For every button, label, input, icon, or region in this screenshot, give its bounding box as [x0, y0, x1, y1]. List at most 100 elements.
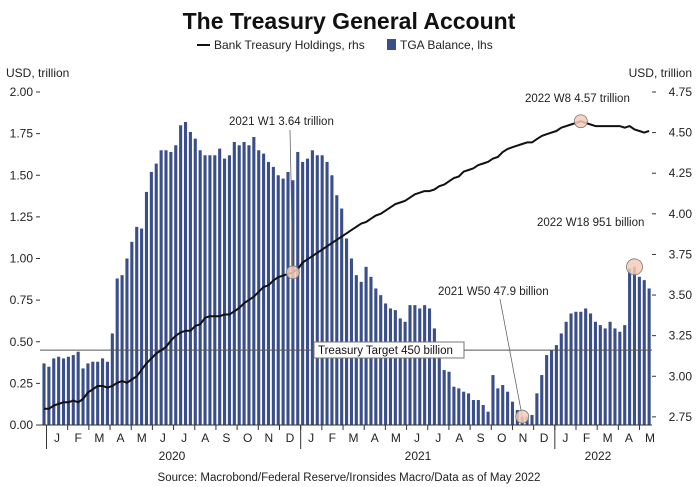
- x-month-label: J: [435, 431, 441, 445]
- left-tick-label: 0.50: [10, 335, 34, 349]
- tga-bar: [291, 180, 295, 425]
- x-month-label: D: [286, 431, 295, 445]
- tga-bar: [223, 158, 227, 425]
- tga-bar: [554, 345, 558, 425]
- x-month-label: J: [414, 431, 420, 445]
- legend-bar-swatch: [387, 39, 396, 50]
- tga-bar: [144, 191, 149, 425]
- tga-bar: [149, 171, 153, 425]
- x-month-label: M: [137, 431, 147, 445]
- tga-bar: [447, 371, 451, 425]
- tga-bar: [66, 356, 70, 425]
- tga-bar: [71, 355, 75, 425]
- tga-bar: [418, 308, 422, 425]
- tga-bar: [169, 151, 173, 425]
- tga-bar: [281, 178, 285, 425]
- tga-bar: [301, 161, 305, 425]
- tga-bar: [218, 148, 222, 426]
- tga-bar: [442, 370, 446, 425]
- tga-bar: [305, 158, 310, 425]
- tga-bar: [47, 366, 51, 425]
- tga-bar: [462, 391, 466, 425]
- tga-bar: [549, 350, 554, 425]
- tga-bar: [564, 321, 568, 425]
- tga-bar: [603, 328, 607, 425]
- x-month-label: S: [477, 431, 485, 445]
- tga-bar: [340, 208, 344, 425]
- tga-bar: [398, 318, 402, 425]
- tga-bars: [42, 121, 651, 426]
- tga-bar: [467, 393, 471, 425]
- tga-bar: [540, 375, 544, 425]
- x-month-label: S: [222, 431, 230, 445]
- tga-bar: [593, 321, 597, 425]
- annotation-marker: [285, 265, 300, 280]
- treasury-target-label: Treasury Target 450 billion: [318, 345, 453, 357]
- x-month-label: D: [540, 431, 549, 445]
- bank-treasury-holdings-line: [44, 120, 650, 410]
- tga-bar: [501, 385, 505, 425]
- tga-bar: [510, 401, 515, 425]
- x-month-label: A: [371, 431, 379, 445]
- tga-bar: [52, 358, 56, 425]
- tga-bar: [159, 150, 163, 425]
- tga-bar: [154, 163, 158, 425]
- tga-bar: [569, 313, 573, 425]
- tga-bar: [330, 175, 334, 425]
- tga-bar: [110, 333, 114, 425]
- x-month-label: F: [583, 431, 590, 445]
- tga-bar: [647, 288, 651, 425]
- tga-bar: [125, 258, 129, 425]
- annotation-marker: [573, 114, 588, 129]
- tga-bar: [486, 411, 490, 425]
- right-tick-label: 3.00: [669, 369, 693, 383]
- tga-bar: [271, 166, 275, 426]
- tga-bar: [325, 161, 329, 425]
- tga-bar: [257, 150, 261, 425]
- tga-bar: [345, 238, 349, 425]
- x-month-label: A: [455, 431, 463, 445]
- right-tick-label: 4.25: [669, 166, 693, 180]
- x-month-label: F: [329, 431, 336, 445]
- tga-bar: [613, 328, 617, 425]
- tga-bar: [198, 150, 202, 425]
- left-tick-label: 0.25: [10, 376, 34, 390]
- right-tick-label: 3.50: [669, 288, 693, 302]
- x-month-label: M: [603, 431, 613, 445]
- annotation-label: 2021 W50 47.9 billion: [438, 286, 549, 298]
- tga-bar: [296, 151, 300, 425]
- right-tick-label: 4.00: [669, 207, 693, 221]
- annotation-label: 2022 W18 951 billion: [537, 217, 644, 229]
- tga-bar: [579, 311, 583, 425]
- tga-bar: [481, 405, 485, 425]
- tga-bar: [379, 295, 383, 425]
- tga-bar: [237, 145, 241, 425]
- right-tick-label: 4.75: [669, 85, 693, 99]
- tga-bar: [247, 145, 251, 425]
- tga-bar: [310, 150, 314, 425]
- x-month-label: F: [75, 431, 82, 445]
- legend-line-label: Bank Treasury Holdings, rhs: [214, 38, 365, 52]
- tga-bar: [637, 276, 641, 425]
- tga-bar: [608, 321, 612, 425]
- annotation-label: 2021 W1 3.64 trillion: [229, 116, 334, 128]
- x-month-label: M: [645, 431, 655, 445]
- annotation-leader: [499, 298, 523, 417]
- tga-bar: [208, 155, 212, 425]
- tga-bar: [457, 388, 461, 425]
- tga-bar: [135, 226, 139, 425]
- tga-bar: [476, 400, 480, 425]
- right-tick-label: 2.75: [669, 410, 693, 424]
- tga-bar: [276, 175, 280, 425]
- x-month-label: J: [308, 431, 314, 445]
- tga-bar: [76, 351, 80, 425]
- tga-bar: [589, 313, 593, 425]
- x-month-label: O: [497, 431, 506, 445]
- tga-bar: [193, 138, 197, 425]
- tga-bar: [315, 155, 319, 425]
- tga-bar: [174, 145, 178, 425]
- tga-bar: [232, 141, 236, 425]
- tga-bar: [535, 393, 539, 425]
- right-tick-label: 4.50: [669, 126, 693, 140]
